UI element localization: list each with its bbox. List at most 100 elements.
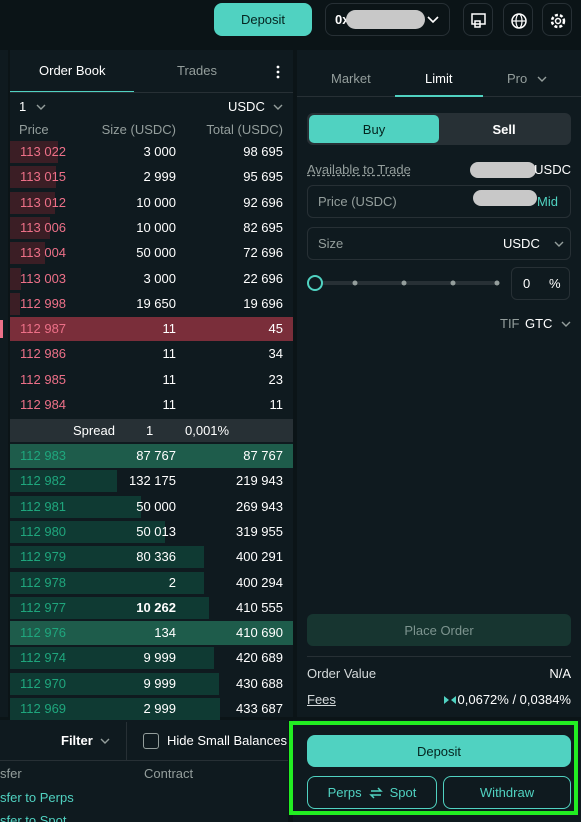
divider: [0, 760, 288, 761]
strip-marker: [0, 320, 3, 338]
highlight-box: [289, 721, 578, 815]
total: 98 695: [243, 144, 283, 159]
total: 11: [269, 397, 284, 412]
size: 10 000: [136, 194, 176, 210]
tif-label: TIF: [500, 316, 520, 331]
total: 400 291: [236, 549, 283, 565]
chevron: [273, 104, 283, 110]
total: 34: [268, 346, 283, 362]
depth-bar: [10, 191, 55, 214]
size-unit[interactable]: USDC: [503, 236, 540, 251]
gear-icon: [550, 13, 566, 29]
bid-row: 112 977 10 262 410 555: [10, 596, 293, 620]
price: 113 004: [20, 245, 67, 261]
total: 430 688: [236, 675, 283, 691]
divider: [307, 656, 571, 657]
depth-bar: [10, 166, 57, 189]
size-slider[interactable]: [305, 273, 505, 293]
depth-bar: [10, 520, 165, 543]
tif-value[interactable]: GTC: [525, 316, 553, 331]
depth-bar: [10, 647, 214, 670]
tick-size[interactable]: 1: [19, 99, 27, 114]
depth-bar: [10, 267, 21, 290]
price: 112 986: [20, 346, 67, 362]
tab-underline: [10, 91, 134, 92]
buy-button[interactable]: Buy: [309, 115, 439, 143]
tab-limit[interactable]: Limit: [425, 71, 453, 86]
size: 10 000: [136, 219, 176, 235]
deposit-action-text: Deposit: [416, 743, 462, 759]
more-icon[interactable]: [274, 64, 282, 80]
col-transfer: sfer: [0, 766, 22, 781]
total: 269 943: [236, 498, 283, 514]
sell-button[interactable]: Sell: [439, 115, 569, 143]
size: 10 262: [136, 599, 176, 615]
depth-bar: [10, 216, 51, 239]
price: 112 969: [20, 701, 67, 716]
size-input[interactable]: Size USDC: [307, 227, 571, 260]
left-strip: [0, 50, 8, 717]
transfer-spot-link[interactable]: sfer to Spot: [0, 813, 67, 822]
spot-text: Spot: [389, 785, 417, 800]
size: 87 767: [136, 448, 176, 463]
withdraw-button[interactable]: Withdraw: [443, 776, 571, 809]
currency-select[interactable]: USDC: [228, 99, 265, 114]
ask-row: 113 003 3 000 22 696: [10, 267, 293, 291]
order-value-label: Order Value: [307, 666, 377, 681]
price: 112 976: [20, 625, 67, 641]
bid-row: 112 981 50 000 269 943: [10, 495, 293, 519]
total: 23: [268, 371, 283, 387]
language-button[interactable]: [503, 3, 533, 36]
spread-percent: 0,001%: [185, 423, 230, 438]
price: 112 983: [20, 448, 67, 463]
percent-input[interactable]: 0 %: [511, 267, 570, 300]
depth-bar: [10, 495, 141, 518]
spread-label: Spread: [73, 423, 115, 438]
hide-small-label[interactable]: Hide Small Balances: [167, 733, 287, 748]
price: 112 979: [20, 549, 67, 565]
depth-bar: [10, 546, 204, 569]
deposit-button[interactable]: Deposit: [214, 3, 312, 36]
bid-row: 112 982 132 175 219 943: [10, 469, 293, 493]
perps-spot-button[interactable]: Perps Spot: [307, 776, 437, 809]
settings-button[interactable]: [542, 3, 572, 36]
depth-bar: [10, 242, 46, 265]
wallet-button[interactable]: 0x: [325, 3, 450, 36]
total: 400 294: [236, 574, 283, 590]
order-value: N/A: [549, 666, 571, 681]
tab-order-book[interactable]: Order Book: [39, 63, 106, 78]
bid-row: 112 974 9 999 420 689: [10, 646, 293, 670]
price-input[interactable]: Price (USDC) Mid: [307, 185, 571, 218]
size: 50 000: [136, 498, 176, 514]
price: 113 022: [20, 144, 67, 159]
bid-row: 112 976 134 410 690: [10, 621, 293, 646]
price: 112 978: [20, 574, 67, 590]
fees-value: 0,0672% / 0,0384%: [457, 692, 571, 707]
tab-trades[interactable]: Trades: [177, 63, 217, 78]
total: 19 696: [243, 295, 283, 311]
mid-button[interactable]: Mid: [537, 194, 558, 209]
total: 433 687: [236, 701, 283, 716]
deposit-text: Deposit: [240, 12, 286, 27]
depth-bar: [10, 698, 220, 720]
hide-small-checkbox[interactable]: [143, 733, 159, 749]
place-order-button[interactable]: Place Order: [307, 614, 571, 646]
ask-row: 113 012 10 000 92 696: [10, 191, 293, 215]
withdraw-text: Withdraw: [479, 785, 535, 800]
available-unit: USDC: [534, 162, 571, 177]
col-total: Total (USDC): [206, 122, 283, 137]
total: 319 955: [236, 523, 283, 539]
size: 50 013: [136, 523, 176, 539]
filter-button[interactable]: Filter: [61, 733, 93, 748]
tab-market[interactable]: Market: [331, 71, 371, 86]
tab-pro[interactable]: Pro: [507, 71, 528, 86]
size: 2 999: [143, 169, 176, 185]
layout-icon-button[interactable]: [463, 3, 493, 36]
price: 112 998: [20, 295, 67, 311]
transfer-perps-link[interactable]: sfer to Perps: [0, 790, 74, 805]
size: 134: [154, 625, 176, 641]
ask-row: 113 022 3 000 98 695: [10, 140, 293, 164]
chevron: [537, 76, 547, 82]
deposit-action[interactable]: Deposit: [307, 735, 571, 767]
bid-row: 112 979 80 336 400 291: [10, 545, 293, 569]
